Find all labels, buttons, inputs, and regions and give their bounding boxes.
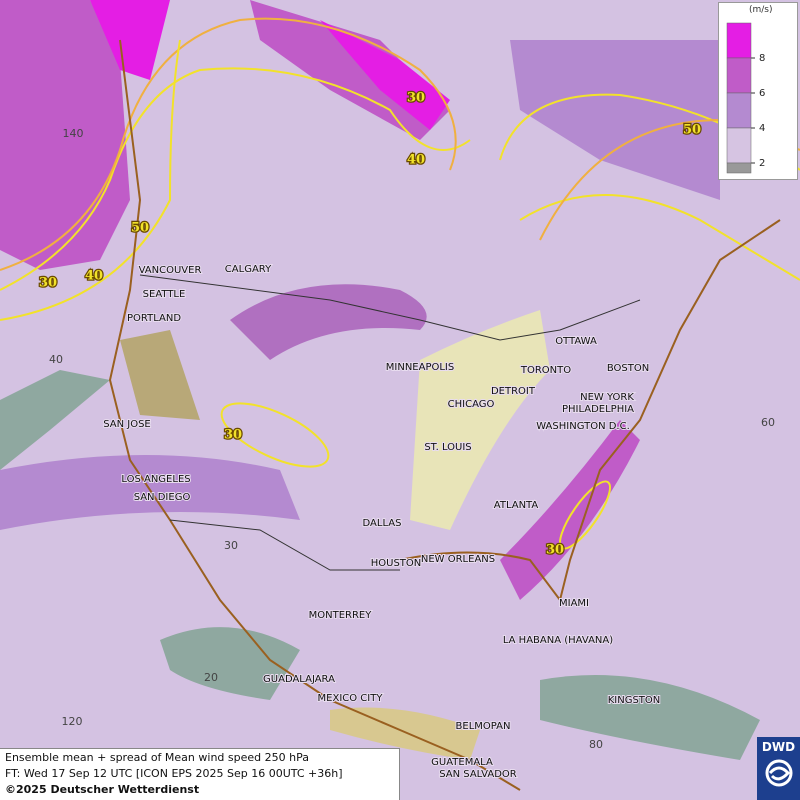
legend-label: 8 (759, 53, 765, 64)
graticule-label: 40 (49, 353, 63, 366)
city-label: SAN DIEGO (134, 492, 191, 503)
city-label: MONTERREY (309, 610, 373, 621)
legend-below (726, 162, 752, 174)
city-label: DALLAS (363, 518, 402, 529)
caption: Ensemble mean + spread of Mean wind spee… (0, 748, 400, 800)
city-label: OTTAWA (555, 336, 597, 347)
caption-line: Ensemble mean + spread of Mean wind spee… (5, 751, 309, 764)
contours (0, 17, 800, 550)
legend-label: 6 (759, 88, 765, 99)
legend-swatch (726, 22, 752, 59)
contour-label: 30 (546, 543, 564, 558)
logo-icon (765, 759, 792, 787)
dwd-logo: DWD (757, 737, 800, 800)
city-label: LA HABANA (HAVANA) (503, 635, 613, 646)
contour-label: 50 (131, 221, 149, 236)
graticule-label: 20 (204, 671, 218, 684)
legend-swatch (726, 127, 752, 164)
city-label: LOS ANGELES (121, 474, 190, 485)
caption-line: FT: Wed 17 Sep 12 UTC [ICON EPS 2025 Sep… (5, 767, 343, 780)
graticule-label: 60 (761, 416, 775, 429)
city-label: DETROIT (491, 386, 536, 397)
city-label: ATLANTA (494, 500, 539, 511)
contour-label: 30 (224, 428, 242, 443)
city-label: MEXICO CITY (318, 693, 384, 704)
city-label: MINNEAPOLIS (386, 362, 454, 373)
city-label: SEATTLE (143, 289, 186, 300)
city-label: GUATEMALA (431, 757, 493, 768)
city-label: BOSTON (607, 363, 649, 374)
city-label: ST. LOUIS (424, 442, 471, 453)
city-label: MIAMI (559, 598, 589, 609)
city-label: KINGSTON (608, 695, 661, 706)
legend-unit: (m/s) (749, 5, 773, 15)
graticule-label: 80 (589, 738, 603, 751)
city-label: BELMOPAN (456, 721, 511, 732)
copyright: ©2025 Deutscher Wetterdienst (5, 783, 200, 796)
contour-label: 30 (407, 91, 425, 106)
legend-label: 2 (759, 158, 765, 169)
city-label: TORONTO (520, 365, 571, 376)
legend-scale: 8 6 4 2 (726, 22, 765, 174)
city-label: NEW ORLEANS (421, 554, 495, 565)
city-label: PHILADELPHIA (562, 404, 634, 415)
coastlines (108, 39, 781, 791)
legend-swatch (726, 57, 752, 94)
city-label: SAN SALVADOR (439, 769, 516, 780)
graticule-label: 140 (63, 127, 84, 140)
contour-label: 50 (683, 123, 701, 138)
legend: (m/s) 8 6 4 2 (718, 2, 798, 180)
city-label: HOUSTON (371, 558, 422, 569)
contour-label: 30 (39, 276, 57, 291)
city-label: WASHINGTON D.C. (536, 421, 630, 432)
city-label: CHICAGO (448, 399, 495, 410)
city-label: PORTLAND (127, 313, 181, 324)
logo-text: DWD (761, 740, 796, 754)
city-label: CALGARY (225, 264, 272, 275)
city-label: VANCOUVER (139, 265, 202, 276)
graticule-label: 120 (62, 715, 83, 728)
city-label: GUADALAJARA (263, 674, 335, 685)
contour-label: 40 (85, 269, 103, 284)
legend-label: 4 (759, 123, 765, 134)
graticule-label: 30 (224, 539, 238, 552)
contour-label: 40 (407, 153, 425, 168)
city-label: SAN JOSE (103, 419, 151, 430)
labels: VANCOUVER CALGARY SEATTLE PORTLAND SAN JOSE L… (38, 89, 775, 781)
city-label: NEW YORK (580, 392, 634, 403)
legend-swatch (726, 92, 752, 129)
